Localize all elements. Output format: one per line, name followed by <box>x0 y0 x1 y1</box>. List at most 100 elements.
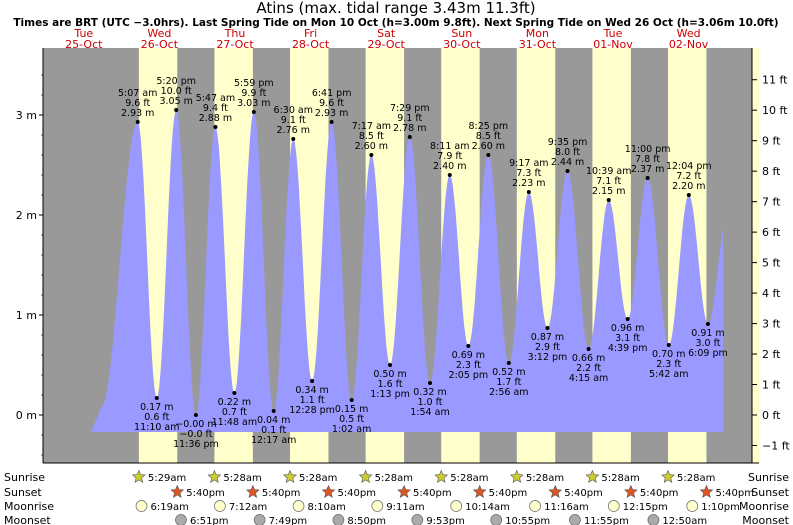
high-tide-time: 6:41 pm <box>312 88 352 99</box>
sunrise-row-label-left: Sunrise <box>4 471 45 484</box>
sunrise-time: 5:28am <box>526 473 564 484</box>
sunset-time: 5:40pm <box>186 488 225 499</box>
high-tide-point <box>213 125 218 129</box>
low-tide-meters: 0.22 m <box>218 397 251 408</box>
high-tide-time: 11:00 pm <box>625 144 671 155</box>
right-tick-label: −1 ft <box>762 439 790 452</box>
day-header-date: 02-Nov <box>669 38 709 51</box>
low-tide-time: 11:36 pm <box>173 439 219 450</box>
right-tick-label: 3 ft <box>762 318 781 331</box>
high-tide-point <box>565 169 570 173</box>
low-tide-feet: 3.0 ft <box>695 338 720 349</box>
left-tick-label: 2 m <box>16 209 37 222</box>
high-tide-meters: 2.20 m <box>672 181 705 192</box>
low-tide-time: 11:10 am <box>134 422 179 433</box>
high-tide-point <box>369 153 374 157</box>
sunset-icon <box>245 484 260 498</box>
low-tide-time: 4:15 am <box>569 373 608 384</box>
low-tide-time: 6:09 pm <box>688 348 728 359</box>
high-tide-point <box>407 135 412 139</box>
high-tide-time: 6:30 am <box>274 105 313 116</box>
high-tide-meters: 2.60 m <box>472 141 505 152</box>
low-tide-time: 1:13 pm <box>370 389 410 400</box>
moonrise-time: 11:16am <box>544 502 589 513</box>
sunrise-icon <box>131 469 146 483</box>
high-tide-meters: 3.03 m <box>237 98 270 109</box>
low-tide-meters: 0.96 m <box>611 323 644 334</box>
high-tide-feet: 9.4 ft <box>203 103 228 114</box>
moonset-time: 6:51pm <box>190 516 229 525</box>
day-header-name: Mon <box>526 27 549 40</box>
sunset-time: 5:40pm <box>640 488 679 499</box>
high-tide-feet: 9.9 ft <box>241 88 266 99</box>
high-tide-feet: 7.9 ft <box>437 151 462 162</box>
high-tide-feet: 9.6 ft <box>319 98 344 109</box>
low-tide-feet: 1.1 ft <box>300 395 325 406</box>
day-header-name: Tue <box>603 27 623 40</box>
moonset-icon <box>332 514 345 525</box>
low-tide-point <box>506 361 511 365</box>
low-tide-point <box>466 344 471 348</box>
right-tick-label: 0 ft <box>762 409 781 422</box>
right-tick-label: 1 ft <box>762 379 781 392</box>
sunrise-time: 5:28am <box>450 473 488 484</box>
sunrise-time: 5:28am <box>677 473 715 484</box>
low-tide-time: 4:39 pm <box>608 343 648 354</box>
moonrise-time: 6:19am <box>151 502 189 513</box>
sunrise-icon <box>283 469 297 483</box>
sunrise-time: 5:28am <box>223 473 261 484</box>
high-tide-point <box>251 110 256 114</box>
sunrise-time: 5:28am <box>375 473 413 484</box>
sunset-icon <box>397 484 411 498</box>
high-tide-time: 5:20 pm <box>156 76 196 87</box>
low-tide-meters: 0.69 m <box>452 350 485 361</box>
moonset-row-label-left: Moonset <box>4 514 51 525</box>
sunset-time: 5:40pm <box>564 488 603 499</box>
high-tide-meters: 2.76 m <box>277 125 310 136</box>
moonset-row-label-right: Moonset <box>742 514 789 525</box>
low-tide-point <box>666 343 671 347</box>
high-tide-feet: 7.2 ft <box>676 171 701 182</box>
sunset-icon <box>321 484 336 498</box>
moonrise-time: 1:10pm <box>701 502 740 513</box>
high-tide-time: 8:25 pm <box>469 121 509 132</box>
right-tick-label: 8 ft <box>762 165 781 178</box>
low-tide-time: 12:28 pm <box>289 405 335 416</box>
high-tide-point <box>329 120 334 124</box>
low-tide-time: 2:56 am <box>489 387 528 398</box>
high-tide-point <box>645 176 650 180</box>
moonset-icon <box>490 514 503 525</box>
high-tide-point <box>526 190 531 194</box>
high-tide-point <box>447 173 452 177</box>
right-tick-label: 6 ft <box>762 226 781 239</box>
high-tide-point <box>135 120 140 124</box>
low-tide-feet: 0.1 ft <box>261 425 286 436</box>
day-headers: Tue25-OctWed26-OctThu27-OctFri28-OctSat2… <box>65 27 709 51</box>
day-header-name: Sat <box>377 27 396 40</box>
high-tide-time: 7:29 pm <box>390 103 430 114</box>
day-header-name: Sun <box>451 27 472 40</box>
tide-curve-area <box>91 110 724 432</box>
low-tide-feet: 2.3 ft <box>456 360 481 371</box>
low-tide-time: 5:42 am <box>649 369 688 380</box>
day-header-name: Tue <box>73 27 93 40</box>
low-tide-feet: 3.1 ft <box>615 333 640 344</box>
moonset-time: 7:49pm <box>269 516 308 525</box>
low-tide-meters: 0.17 m <box>140 402 173 413</box>
right-tick-label: 10 ft <box>762 104 788 117</box>
sunrise-icon <box>585 469 600 483</box>
sunrise-icon <box>509 469 524 483</box>
high-tide-feet: 9.6 ft <box>125 98 150 109</box>
sunrise-icon <box>207 469 222 483</box>
high-tide-time: 5:47 am <box>196 93 235 104</box>
moonrise-icon <box>607 500 620 512</box>
low-tide-feet: 1.0 ft <box>417 397 442 408</box>
sunset-icon <box>623 484 638 498</box>
moonrise-icon <box>214 500 226 512</box>
low-tide-meters: 0.34 m <box>295 385 328 396</box>
high-tide-point <box>291 137 296 141</box>
low-tide-time: 3:12 pm <box>528 352 568 363</box>
sunrise-time: 5:28am <box>601 473 639 484</box>
